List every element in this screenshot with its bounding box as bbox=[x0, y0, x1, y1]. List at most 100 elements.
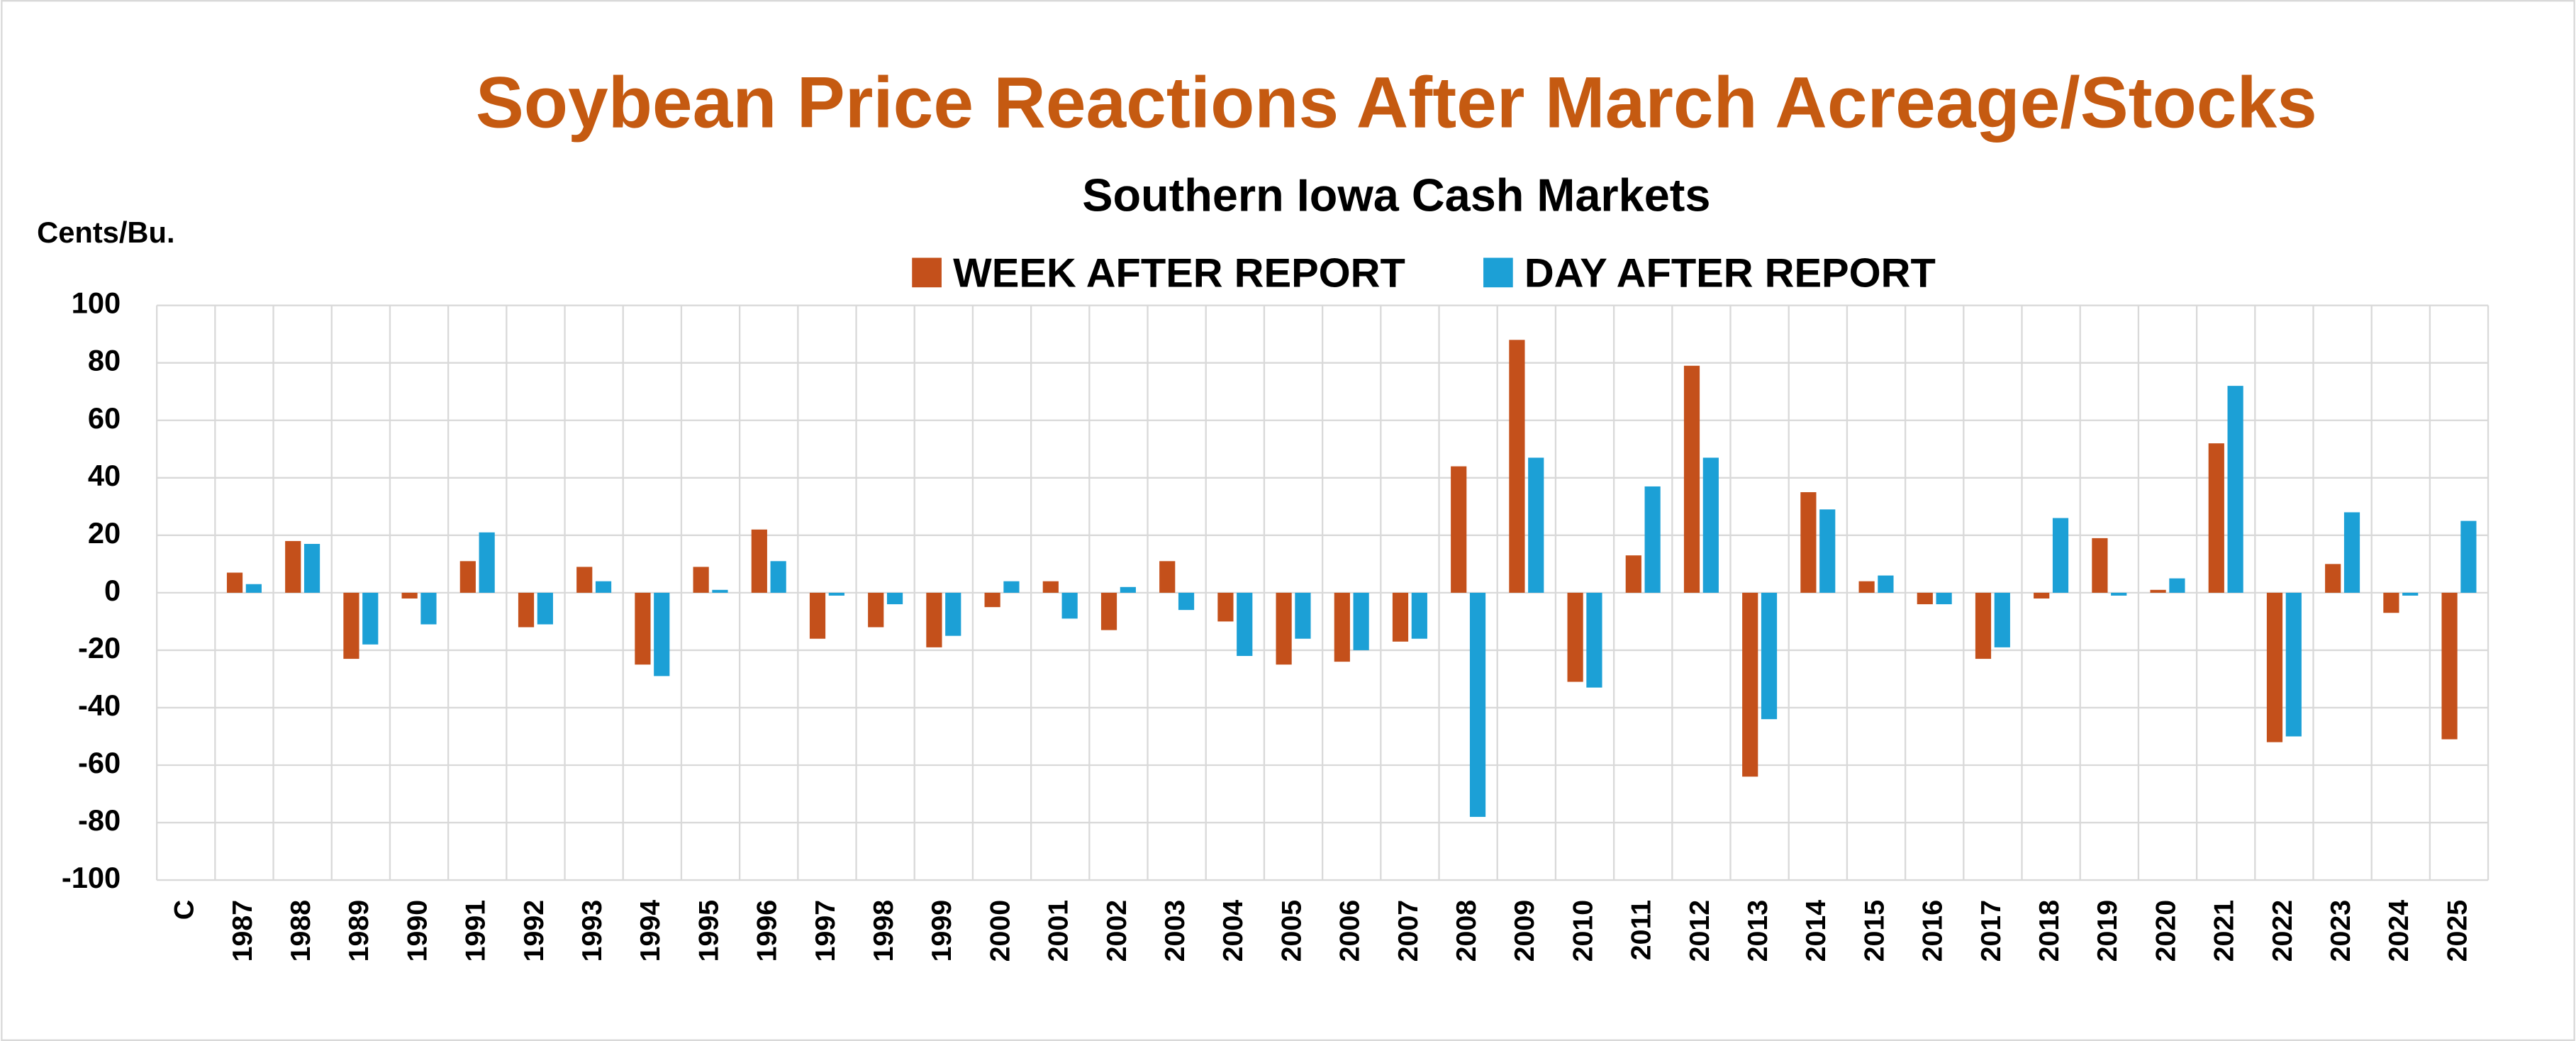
bar bbox=[1625, 555, 1641, 593]
x-tick-label: 2002 bbox=[1101, 900, 1132, 962]
bar bbox=[2402, 592, 2419, 596]
bar bbox=[1120, 586, 1136, 593]
bar bbox=[945, 592, 961, 636]
x-tick-label: 1990 bbox=[401, 900, 433, 962]
bar bbox=[1567, 592, 1583, 682]
x-tick-label: 1999 bbox=[926, 900, 957, 962]
bar bbox=[576, 567, 593, 593]
x-tick-label: 2004 bbox=[1217, 900, 1249, 962]
bar bbox=[1586, 592, 1602, 688]
x-tick-label: 1989 bbox=[343, 900, 374, 962]
bar bbox=[1100, 592, 1117, 630]
x-tick-label: 2014 bbox=[1800, 900, 1831, 962]
bar bbox=[1178, 592, 1195, 611]
bar bbox=[1295, 592, 1311, 639]
x-tick-label: 2020 bbox=[2150, 900, 2181, 962]
bar bbox=[1003, 581, 1020, 593]
x-tick-label: 2007 bbox=[1393, 900, 1424, 962]
x-tick-label: 2012 bbox=[1684, 900, 1715, 962]
bar bbox=[1936, 592, 1952, 605]
bar bbox=[2343, 512, 2360, 593]
bar bbox=[1469, 592, 1486, 817]
bar bbox=[362, 592, 379, 645]
bar bbox=[1683, 365, 1700, 593]
chart-title: Soybean Price Reactions After March Acre… bbox=[476, 62, 2317, 143]
x-tick-label: 1995 bbox=[693, 900, 724, 962]
y-tick-label: 100 bbox=[72, 286, 121, 320]
bar bbox=[693, 567, 709, 593]
bar bbox=[1353, 592, 1369, 650]
x-tick-label: 2015 bbox=[1858, 900, 1890, 962]
x-tick-label: 2006 bbox=[1334, 900, 1366, 962]
legend-label: DAY AFTER REPORT bbox=[1524, 250, 1936, 296]
bar bbox=[2111, 592, 2127, 596]
bar bbox=[2092, 538, 2108, 593]
bar bbox=[285, 540, 301, 593]
x-tick-label: 2025 bbox=[2441, 900, 2472, 962]
x-tick-label: 1991 bbox=[460, 900, 491, 962]
bar bbox=[518, 592, 535, 628]
bar bbox=[479, 532, 495, 593]
bar bbox=[2208, 443, 2224, 593]
bar bbox=[1042, 581, 1059, 593]
y-tick-label: 40 bbox=[88, 459, 121, 492]
y-tick-label: -60 bbox=[78, 746, 121, 779]
bar bbox=[1800, 492, 1817, 593]
x-tick-label: 2013 bbox=[1742, 900, 1773, 962]
bar bbox=[770, 561, 786, 593]
x-tick-label: 2019 bbox=[2092, 900, 2123, 962]
y-tick-label: -100 bbox=[62, 861, 121, 894]
bar bbox=[2052, 518, 2069, 593]
bar bbox=[595, 581, 612, 593]
bar bbox=[1858, 581, 1875, 593]
bar bbox=[401, 592, 418, 599]
bar bbox=[2034, 592, 2050, 599]
x-tick-label: 2009 bbox=[1509, 900, 1540, 962]
x-tick-label: 1992 bbox=[518, 900, 550, 962]
legend-swatch bbox=[912, 257, 942, 288]
bar bbox=[886, 592, 903, 605]
bar bbox=[1528, 457, 1544, 593]
bar bbox=[226, 572, 243, 593]
x-tick-label: 1994 bbox=[635, 900, 666, 962]
x-tick-label: 1993 bbox=[576, 900, 608, 962]
bar bbox=[343, 592, 359, 659]
x-tick-label: C bbox=[169, 900, 200, 920]
y-tick-label: -40 bbox=[78, 689, 121, 722]
x-tick-label: 1998 bbox=[868, 900, 899, 962]
legend-label: WEEK AFTER REPORT bbox=[953, 250, 1405, 296]
bar bbox=[1217, 592, 1234, 622]
x-tick-label: 2024 bbox=[2383, 900, 2414, 962]
y-tick-label: 60 bbox=[88, 401, 121, 435]
bar bbox=[459, 561, 476, 593]
bar bbox=[751, 529, 767, 593]
bar bbox=[868, 592, 884, 628]
bar bbox=[1334, 592, 1350, 662]
x-tick-label: 1988 bbox=[285, 900, 316, 962]
bar bbox=[984, 592, 1000, 608]
bar bbox=[1411, 592, 1427, 639]
x-tick-label: 2001 bbox=[1043, 900, 1074, 962]
y-tick-label: -20 bbox=[78, 631, 121, 664]
bar bbox=[1237, 592, 1253, 657]
x-tick-label: 2008 bbox=[1451, 900, 1482, 962]
bar bbox=[926, 592, 942, 647]
bar bbox=[1761, 592, 1778, 720]
bar bbox=[1742, 592, 1758, 777]
bar bbox=[1819, 509, 1836, 593]
x-tick-label: 2021 bbox=[2209, 900, 2240, 962]
bar bbox=[2325, 564, 2341, 593]
bar bbox=[1994, 592, 2010, 647]
bar bbox=[2227, 386, 2243, 593]
bar bbox=[2460, 520, 2477, 593]
chart-subtitle: Southern Iowa Cash Markets bbox=[1082, 169, 1710, 221]
bar bbox=[2383, 592, 2399, 613]
bar bbox=[1451, 466, 1467, 593]
bar bbox=[654, 592, 670, 677]
bar bbox=[1644, 486, 1661, 593]
y-tick-label: 80 bbox=[88, 344, 121, 377]
bar bbox=[245, 584, 262, 593]
x-tick-label: 2003 bbox=[1159, 900, 1191, 962]
bar bbox=[809, 592, 826, 639]
